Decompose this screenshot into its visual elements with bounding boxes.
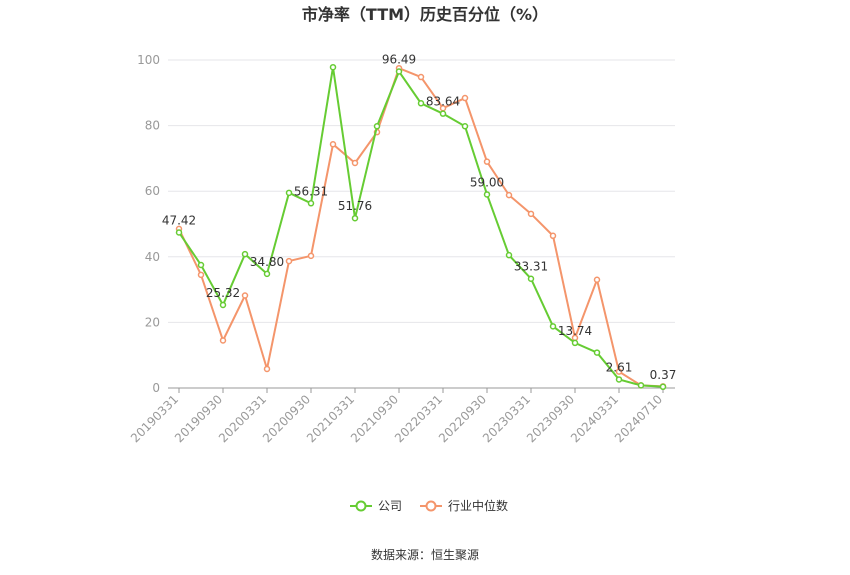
chart-title: 市净率（TTM）历史百分位（%）: [302, 5, 548, 24]
grid: [168, 59, 675, 389]
series-point-0: [659, 383, 667, 391]
series-point-0: [637, 382, 645, 389]
series-point-0: [219, 301, 227, 309]
series-point-1: [329, 141, 337, 148]
x-tick-label: 20240710: [612, 392, 665, 445]
data-label: 96.49: [382, 53, 416, 67]
series-line-0: [178, 67, 664, 388]
series-point-0: [373, 123, 381, 130]
data-label: 34.80: [250, 255, 284, 269]
legend-label[interactable]: 行业中位数: [448, 498, 508, 513]
series-point-0: [593, 349, 601, 356]
series-point-1: [263, 365, 271, 373]
series-point-1: [417, 73, 425, 81]
series-point-1: [241, 292, 249, 299]
series-point-0: [351, 214, 359, 222]
series-point-1: [615, 368, 623, 375]
series-point-0: [527, 275, 535, 282]
series-point-0: [395, 68, 403, 75]
series-point-1: [527, 210, 535, 218]
legend-swatch-marker: [425, 500, 437, 512]
series-point-0: [175, 229, 183, 236]
series-point-0: [439, 110, 447, 117]
series-point-0: [417, 100, 425, 107]
series-point-1: [505, 191, 513, 199]
y-tick-label: 40: [145, 250, 160, 264]
series-group: [175, 63, 667, 391]
source-note: 数据来源：恒生聚源: [371, 547, 479, 562]
series-point-1: [307, 252, 315, 260]
legend-swatch-marker: [355, 500, 367, 512]
series-point-0: [197, 261, 205, 269]
series-point-1: [197, 271, 205, 279]
series-point-0: [549, 323, 557, 330]
series-point-1: [483, 158, 491, 165]
series-point-1: [593, 276, 601, 284]
series-point-1: [461, 94, 469, 102]
data-label: 56.31: [294, 184, 328, 198]
series-point-0: [505, 251, 513, 259]
series-point-1: [285, 257, 293, 265]
data-label: 47.42: [162, 213, 196, 227]
data-label: 25.32: [206, 286, 240, 300]
y-axis: 0 20 40 60 80 100: [137, 53, 160, 395]
y-tick-label: 100: [137, 53, 160, 67]
series-point-0: [329, 63, 337, 71]
series-point-0: [615, 376, 623, 383]
series-point-0: [571, 339, 579, 347]
legend[interactable]: 公司 行业中位数: [350, 498, 508, 513]
data-label: 83.64: [426, 95, 460, 109]
x-axis: 2019033120190930202003312020093020210331…: [128, 388, 665, 445]
series-point-0: [483, 191, 491, 198]
legend-label[interactable]: 公司: [378, 499, 402, 513]
data-label: 13.74: [558, 324, 592, 338]
y-tick-label: 80: [145, 119, 160, 133]
data-label: 33.31: [514, 260, 548, 274]
series-point-1: [549, 232, 557, 240]
data-label: 59.00: [470, 175, 504, 189]
series-point-0: [307, 200, 315, 207]
y-tick-label: 60: [145, 184, 160, 198]
y-tick-label: 20: [145, 315, 160, 329]
series-point-0: [285, 189, 293, 197]
series-point-0: [263, 270, 271, 278]
series-line-1: [178, 66, 664, 388]
series-point-1: [351, 159, 359, 167]
data-label: 2.61: [606, 360, 633, 374]
data-label: 0.37: [650, 368, 677, 382]
series-point-0: [461, 123, 469, 130]
series-point-1: [219, 337, 227, 344]
y-tick-label: 0: [152, 381, 160, 395]
data-label: 51.76: [338, 199, 372, 213]
series-point-0: [241, 250, 249, 258]
data-labels: 47.42 25.32 34.80 56.31 51.76 96.49 83.64 59.00…: [162, 53, 677, 382]
